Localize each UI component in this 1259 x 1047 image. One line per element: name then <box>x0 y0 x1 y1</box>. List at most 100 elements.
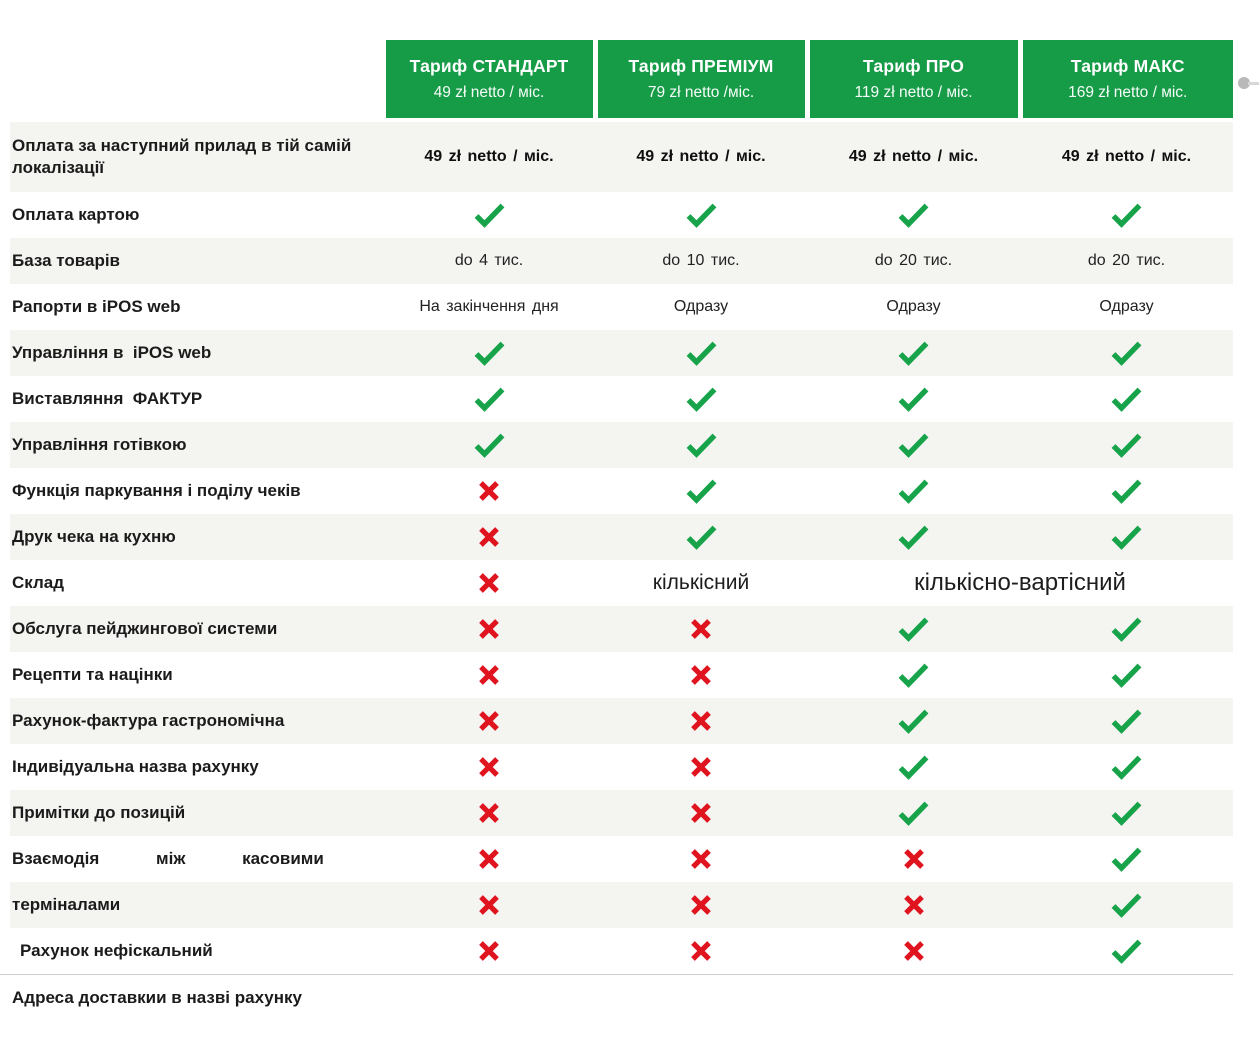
check-cell <box>807 478 1020 504</box>
cross-cell <box>595 893 807 917</box>
feature-label: Взаємодія між касовими <box>12 848 324 868</box>
check-icon <box>1111 617 1142 642</box>
check-icon <box>1111 893 1142 918</box>
plan-name: Тариф ПРО <box>862 56 965 76</box>
check-cell <box>595 432 807 458</box>
check-icon <box>898 525 929 550</box>
check-icon <box>1111 801 1142 826</box>
cross-icon <box>479 573 499 593</box>
feature-row: Адреса доставкии в назві рахунку <box>0 974 1233 1021</box>
feature-row: Обслуга пейджингової системи <box>10 606 1233 652</box>
value-cell: 49 zł netto / міс. <box>424 148 554 166</box>
plan-price: 119 zł netto / міс. <box>854 84 973 101</box>
cross-cell <box>383 939 595 963</box>
feature-label: Друк чека на кухню <box>12 526 176 546</box>
value-cell: кількісно-вартісний <box>914 568 1126 596</box>
plan-header: Тариф СТАНДАРТ 49 zł netto / міс. <box>385 40 593 118</box>
plan-name: Тариф МАКС <box>1070 56 1185 76</box>
check-cell <box>807 524 1020 550</box>
cross-icon <box>691 665 711 685</box>
plan-name: Тариф СТАНДАРТ <box>409 56 569 76</box>
check-icon <box>898 755 929 780</box>
cross-icon <box>479 481 499 501</box>
check-cell <box>383 386 595 412</box>
cross-icon <box>903 895 924 915</box>
feature-row: терміналами <box>10 882 1233 928</box>
plan-price: 49 zł netto / міс. <box>433 84 545 101</box>
check-cell <box>1020 386 1233 412</box>
check-icon <box>1111 755 1142 780</box>
value-cell: 49 zł netto / міс. <box>1061 148 1192 166</box>
check-cell <box>1020 938 1233 964</box>
check-icon <box>474 203 504 228</box>
feature-label: Рахунок нефіскальний <box>20 940 213 960</box>
cross-cell <box>383 525 595 549</box>
value-cell: do 20 тис. <box>1087 252 1166 270</box>
check-icon <box>1111 709 1142 734</box>
value-cell: Одразу <box>673 298 729 316</box>
check-cell <box>595 524 807 550</box>
feature-label: База товарів <box>12 250 121 270</box>
check-cell <box>807 754 1020 780</box>
check-icon <box>898 341 929 366</box>
check-icon <box>474 387 504 412</box>
feature-label: Рапорти в iPOS web <box>12 296 181 316</box>
check-icon <box>1111 663 1142 688</box>
cross-cell <box>807 847 1020 871</box>
cross-icon <box>479 895 499 915</box>
check-cell <box>1020 432 1233 458</box>
check-icon <box>898 663 929 688</box>
feature-row: Рахунок нефіскальний <box>10 928 1233 974</box>
check-icon <box>898 387 929 412</box>
feature-row: Управління в iPOS web <box>10 330 1233 376</box>
feature-row: Склад кількісний кількісно-вартісний <box>10 560 1233 606</box>
value-cell: Одразу <box>886 298 941 316</box>
check-icon <box>1111 341 1142 366</box>
cross-icon <box>479 941 499 961</box>
check-cell <box>383 202 595 228</box>
cross-cell <box>383 801 595 825</box>
check-icon <box>474 341 504 366</box>
check-cell <box>807 800 1020 826</box>
check-cell <box>1020 754 1233 780</box>
feature-label: Управління готівкою <box>12 434 187 454</box>
table-corner-spacer <box>10 40 383 118</box>
value-cell: кількісний <box>652 571 750 595</box>
cross-cell <box>383 571 595 595</box>
cross-cell <box>595 801 807 825</box>
check-cell <box>1020 202 1233 228</box>
check-icon <box>474 433 504 458</box>
feature-row: Виставляння ФАКТУР <box>10 376 1233 422</box>
check-icon <box>1111 433 1142 458</box>
cross-icon <box>479 527 499 547</box>
plan-name: Тариф ПРЕМІУМ <box>628 56 774 76</box>
value-cell: На закінчення дня <box>419 298 559 316</box>
check-cell <box>1020 892 1233 918</box>
cross-cell <box>595 663 807 687</box>
feature-label: Рахунок-фактура гастрономічна <box>12 710 285 730</box>
value-cell: 49 zł netto / міс. <box>848 148 979 166</box>
cross-icon <box>903 941 924 961</box>
check-icon <box>686 525 716 550</box>
feature-label: Виставляння ФАКТУР <box>12 388 203 408</box>
plan-header: Тариф ПРО 119 zł netto / міс. <box>809 40 1018 118</box>
check-cell <box>1020 524 1233 550</box>
table-header-row: Тариф СТАНДАРТ 49 zł netto / міс. Тариф ПР… <box>10 40 1233 118</box>
cross-icon <box>691 619 711 639</box>
cross-cell <box>595 617 807 641</box>
check-icon <box>898 203 929 228</box>
check-icon <box>1111 387 1142 412</box>
check-cell <box>807 386 1020 412</box>
cross-cell <box>383 479 595 503</box>
value-cell: do 4 тис. <box>454 252 524 270</box>
feature-row: Функція паркування і поділу чеків <box>10 468 1233 514</box>
check-icon <box>898 433 929 458</box>
cross-cell <box>383 663 595 687</box>
check-icon <box>898 617 929 642</box>
plan-price: 79 zł netto /міс. <box>647 84 755 101</box>
feature-row: База товарів do 4 тис. do 10 тис. do 20 тис… <box>10 238 1233 284</box>
check-cell <box>1020 340 1233 366</box>
feature-row: Оплата за наступний прилад в тій самій л… <box>10 122 1233 192</box>
table-body: Оплата за наступний прилад в тій самій л… <box>0 122 1233 1021</box>
feature-label: терміналами <box>12 894 121 914</box>
